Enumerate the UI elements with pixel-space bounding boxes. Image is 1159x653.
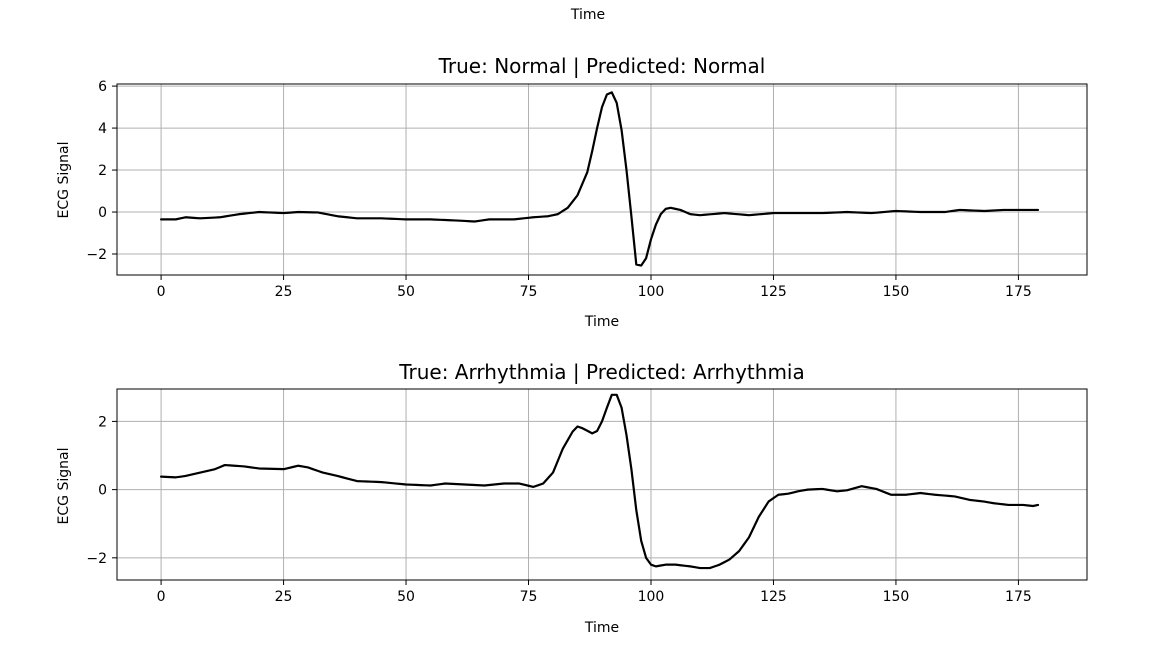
plot-frame bbox=[116, 83, 1088, 276]
x-axis-label: Time bbox=[584, 620, 619, 636]
x-tick-label: 175 bbox=[1005, 284, 1032, 300]
x-tick-label: 50 bbox=[397, 284, 415, 300]
x-tick-label: 75 bbox=[520, 284, 538, 300]
grid bbox=[117, 389, 1087, 580]
ticks bbox=[112, 420, 1019, 585]
ecg-series-line bbox=[159, 91, 1040, 267]
x-tick-label: 125 bbox=[760, 589, 787, 605]
x-tick-label: 25 bbox=[275, 589, 293, 605]
y-tick-label: −2 bbox=[86, 247, 107, 263]
tick-labels: 0 25 50 75 100 125 150 175 −2 0 2 4 6 bbox=[86, 79, 1031, 300]
plot-frame bbox=[116, 388, 1088, 581]
x-tick-label: 175 bbox=[1005, 589, 1032, 605]
x-tick-label: 0 bbox=[157, 284, 166, 300]
subplot-arrhythmia: True: Arrhythmia | Predicted: Arrhythmia… bbox=[56, 360, 1088, 636]
x-tick-label: 50 bbox=[397, 589, 415, 605]
y-tick-label: −2 bbox=[86, 551, 107, 567]
chart-title: True: Arrhythmia | Predicted: Arrhythmia bbox=[398, 360, 805, 384]
y-axis-label: ECG Signal bbox=[56, 142, 72, 219]
x-tick-label: 150 bbox=[883, 284, 910, 300]
figure-top-label: Time bbox=[570, 7, 605, 23]
tick-labels: 0 25 50 75 100 125 150 175 −2 0 2 bbox=[86, 414, 1031, 605]
y-tick-label: 0 bbox=[98, 483, 107, 499]
chart-title: True: Normal | Predicted: Normal bbox=[438, 54, 766, 78]
y-tick-label: 4 bbox=[98, 121, 107, 137]
y-tick-label: 2 bbox=[98, 163, 107, 179]
x-tick-label: 125 bbox=[760, 284, 787, 300]
x-tick-label: 75 bbox=[520, 589, 538, 605]
y-axis-label: ECG Signal bbox=[56, 448, 72, 525]
y-tick-label: 0 bbox=[98, 205, 107, 221]
ticks bbox=[112, 85, 1019, 280]
x-tick-label: 150 bbox=[883, 589, 910, 605]
grid bbox=[117, 84, 1087, 275]
y-tick-label: 6 bbox=[98, 79, 107, 95]
ecg-series-line bbox=[159, 393, 1040, 570]
x-tick-label: 100 bbox=[638, 589, 665, 605]
x-axis-label: Time bbox=[584, 314, 619, 330]
x-tick-label: 100 bbox=[638, 284, 665, 300]
x-tick-label: 25 bbox=[275, 284, 293, 300]
y-tick-label: 2 bbox=[98, 414, 107, 430]
subplot-normal: True: Normal | Predicted: Normal Time EC… bbox=[56, 54, 1088, 330]
x-tick-label: 0 bbox=[157, 589, 166, 605]
